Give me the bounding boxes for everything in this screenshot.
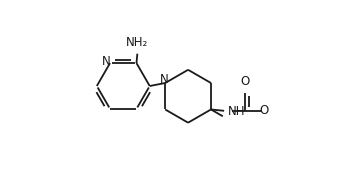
Text: N: N	[159, 73, 168, 86]
Text: N: N	[102, 55, 111, 68]
Text: O: O	[260, 104, 269, 117]
Text: O: O	[240, 75, 250, 88]
Text: NH: NH	[228, 105, 245, 118]
Text: NH₂: NH₂	[126, 36, 148, 49]
